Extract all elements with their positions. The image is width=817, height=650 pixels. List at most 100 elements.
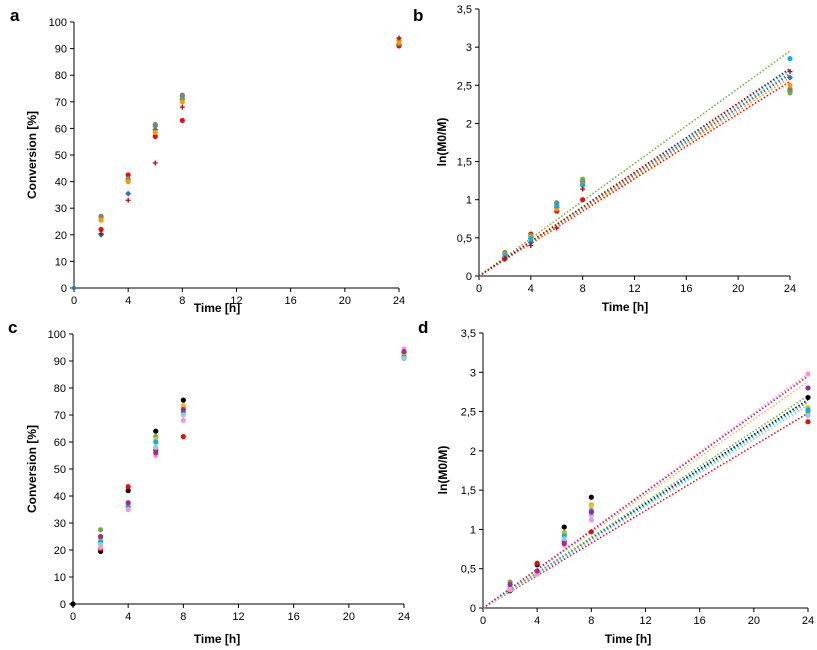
x-tick-label: 8 [179,295,185,307]
x-tick-label: 16 [694,615,706,627]
y-tick-label: 2,5 [461,407,476,419]
panel-b: b 0 4 8 12 16 20 24 0 0,5 1 1,5 2 2,5 3 3,5 Time [h] ln(M… [413,4,796,314]
x-tick-label: 0 [70,611,76,623]
data-point [805,419,811,425]
y-tick-label: 2,5 [457,80,472,92]
data-point [534,568,540,574]
data-point [580,176,586,182]
y-axis-title: ln(M0/M) [436,446,450,495]
trend-line [478,73,791,277]
y-tick-label: 60 [54,437,66,449]
data-point [787,82,793,88]
x-tick-label: 24 [802,615,814,627]
data-point [554,203,560,209]
trend-line [478,67,791,277]
y-tick-label: 2 [466,118,472,130]
data-point [180,397,186,403]
data-point [179,92,185,98]
data-point [125,190,132,197]
x-tick-label: 12 [232,611,244,623]
x-tick-label: 20 [339,295,351,307]
data-point [180,417,186,423]
y-tick-label: 80 [54,383,66,395]
data-point [98,226,104,233]
y-tick-label: 0,5 [461,564,476,576]
data-point [580,186,586,192]
data-point [180,434,186,440]
y-tick-label: 3,5 [457,4,472,16]
y-tick-label: 100 [49,17,67,29]
data-point [153,439,159,445]
data-point [153,428,159,434]
data-point [805,394,811,401]
panel-letter: d [418,318,428,337]
y-tick-label: 3 [470,367,476,379]
data-point [534,560,540,566]
data-point [502,252,508,259]
y-tick-label: 3,5 [461,328,476,340]
x-tick-label: 16 [288,611,300,623]
y-tick-label: 100 [48,329,66,341]
x-tick-label: 8 [588,615,594,627]
x-tick-label: 8 [580,283,586,295]
y-tick-label: 20 [54,545,66,557]
data-point [152,160,158,166]
data-point [805,385,811,391]
trend-line [482,404,809,609]
y-tick-label: 0 [60,599,66,611]
x-tick-label: 8 [180,611,186,623]
y-tick-label: 50 [54,464,66,476]
x-tick-label: 12 [628,283,640,295]
x-axis-title: Time [h] [605,632,651,646]
data-point [588,517,594,523]
data-point [588,494,594,500]
data-point [179,104,185,110]
data-point [805,412,811,419]
y-axis-title: Conversion [%] [25,425,39,513]
data-point [401,348,407,355]
x-tick-label: 24 [784,283,796,295]
data-point [125,506,131,513]
data-point [805,371,811,377]
trend-line [478,80,791,277]
y-tick-label: 30 [55,203,67,215]
panel-letter: b [413,6,423,25]
data-point [125,500,131,506]
data-point [561,540,567,547]
y-tick-label: 3 [466,42,472,54]
data-point [125,172,131,178]
data-point [528,242,534,248]
trend-line [482,375,809,609]
data-point [507,581,513,588]
data-point [787,55,793,62]
y-tick-label: 1,5 [461,485,476,497]
y-tick-label: 60 [55,123,67,135]
data-point [588,529,594,535]
y-tick-label: 0 [470,603,476,615]
y-tick-label: 1,5 [457,157,472,169]
y-tick-label: 1 [470,524,476,536]
data-point [98,230,104,236]
x-tick-label: 20 [732,283,744,295]
x-tick-label: 0 [476,283,482,295]
y-tick-label: 10 [55,256,67,268]
panel-letter: c [8,318,17,337]
data-point [787,74,793,81]
y-axis-title: ln(M0/M) [435,118,449,167]
y-tick-label: 0 [466,271,472,283]
x-axis-title: Time [h] [194,632,240,646]
x-tick-label: 4 [125,295,131,307]
data-point [787,69,793,75]
y-tick-label: 90 [55,44,67,56]
data-point [180,407,186,413]
x-tick-label: 12 [639,615,651,627]
y-tick-label: 0 [61,283,67,295]
data-point [180,402,186,409]
trend-line [478,50,791,277]
x-tick-label: 24 [398,611,410,623]
x-tick-label: 24 [393,295,405,307]
x-tick-label: 4 [534,615,540,627]
data-point [561,524,567,530]
data-point [507,587,513,593]
